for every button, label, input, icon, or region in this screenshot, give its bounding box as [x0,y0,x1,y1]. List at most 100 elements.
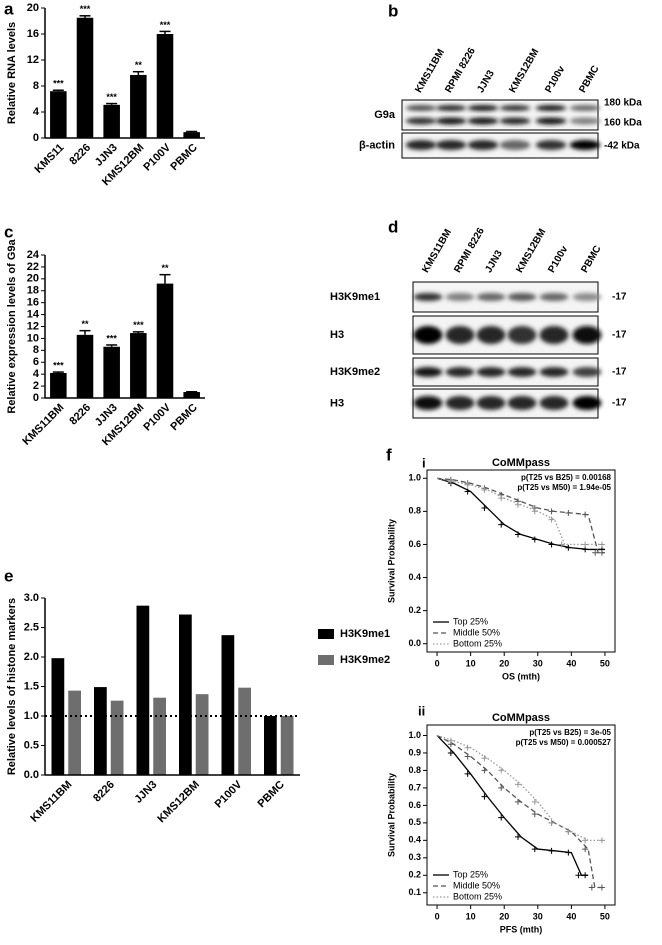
lane-label: P100v [543,64,567,95]
censor-mark [531,846,538,853]
bar [195,694,209,775]
lane-label: RPMI 8226 [452,226,487,275]
bar [221,635,235,775]
y-tick-label: 24 [27,249,40,261]
bar [51,658,65,775]
survival-curve [436,734,605,841]
p-value: p(T25 vs B25) = 3e-05 [529,728,611,737]
subpanel-label: ii [418,703,425,718]
significance: *** [106,92,117,102]
y-axis-label: Relative RNA levels [6,22,18,124]
size-marker: 160 kDa [604,118,642,129]
x-tick-label: 8226 [67,142,93,168]
censor-mark [548,508,555,515]
blot-band [499,105,531,111]
blot-band [413,396,443,410]
size-marker: -42 kDa [604,141,640,152]
blot-band [413,326,443,344]
blot-band [467,105,499,111]
y-tick-label: 6 [33,356,39,368]
censor-mark [548,516,555,523]
y-tick-label: 0.5 [408,817,421,827]
panel-letter: b [388,1,398,20]
blot-band [445,367,475,377]
x-tick-label: 0 [435,911,440,921]
censor-mark [582,846,589,853]
censor-mark [598,549,605,556]
size-marker: -17 [612,367,627,378]
blot-band [539,396,569,410]
censor-mark [498,521,505,528]
censor-mark [565,544,572,551]
size-marker: -17 [612,292,627,303]
y-tick-label: 0.4 [408,835,421,845]
y-tick-label: 0.0 [408,638,421,648]
y-tick-label: 1.0 [24,710,39,722]
x-tick-label: KMS11 [33,142,67,176]
chart-title: CoMMpass [492,712,550,724]
blot-band [413,367,443,377]
blot-band [539,367,569,377]
censor-mark [548,819,555,826]
lane-label: PBMC [577,64,601,95]
blot-band [435,105,467,111]
x-tick-label: PBMC [256,779,287,810]
blot-band [535,117,567,125]
bar [183,392,200,398]
blot-band [499,117,531,125]
bar [103,346,120,398]
censor-mark [531,536,538,543]
censor-mark [582,872,589,879]
y-tick-label: 20 [27,273,39,285]
x-tick-label: JJN3 [132,779,159,806]
censor-mark [481,755,488,762]
censor-mark [582,511,589,518]
censor-mark [588,884,595,891]
row-label: G9a [374,109,396,121]
x-tick-label: 10 [466,658,476,668]
censor-mark [598,837,605,844]
y-tick-label: 22 [27,261,39,273]
survival-curve [436,735,589,876]
y-tick-label: 0.8 [408,765,421,775]
row-label: β-actin [359,139,395,151]
legend-label: H3K9me2 [340,654,390,666]
y-tick-label: 8 [33,344,39,356]
y-tick-label: 16 [27,297,39,309]
legend-label: Bottom 25% [453,891,502,901]
blot-band [445,293,475,301]
significance: ** [81,319,89,329]
lane-label: KMS12BM [507,47,541,95]
x-tick-label: PBMC [168,142,199,173]
legend-label: H3K9me1 [340,628,390,640]
y-axis-label: Relative levels of histone markers [6,598,18,775]
y-axis-label: Survival Probability [386,773,396,857]
x-axis-label: OS (mth) [502,671,540,681]
p-value: p(T25 vs B25) = 0.00168 [521,473,612,482]
bar [130,333,147,398]
panel-letter: f [386,445,392,464]
bar [50,372,67,398]
censor-mark [582,541,589,548]
bar [76,17,94,138]
y-tick-label: 4 [33,368,40,380]
y-tick-label: 4 [33,106,40,118]
y-tick-label: 0.8 [408,506,421,516]
y-tick-label: 8 [33,80,39,92]
censor-mark [515,531,521,538]
x-tick-label: 8226 [91,779,117,805]
y-tick-label: 1.0 [408,473,421,483]
y-tick-label: 18 [27,285,39,297]
x-tick-label: 0 [435,658,440,668]
panel-letter: c [4,222,13,241]
y-tick-label: 0.3 [408,852,421,862]
y-tick-label: 12 [27,320,39,332]
censor-mark [481,793,488,800]
y-tick-label: 2.0 [24,651,39,663]
x-tick-label: 20 [499,911,509,921]
blot-band [572,326,602,344]
legend-label: Middle 50% [453,627,500,637]
blot-band [507,396,537,410]
row-label: H3 [330,397,344,409]
significance: *** [53,360,64,370]
